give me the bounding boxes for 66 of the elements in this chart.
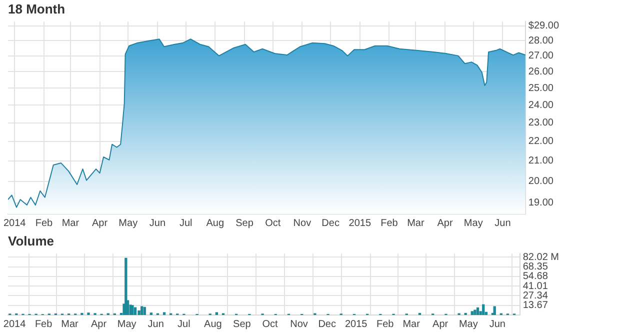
x-tick-label: Feb xyxy=(34,318,53,330)
x-tick-label: 2015 xyxy=(344,318,368,330)
x-tick-label: Jun xyxy=(148,318,164,330)
chart-title: Volume xyxy=(8,233,54,248)
x-tick-label: Mar xyxy=(61,318,80,330)
x-tick-label: Oct xyxy=(265,218,281,229)
x-tick-label: Oct xyxy=(262,318,278,330)
y-tick-label: 20.00 xyxy=(528,176,554,188)
x-tick-label: Apr xyxy=(90,318,108,330)
x-tick-label: Mar xyxy=(402,318,421,330)
y-tick-label: $29.00 xyxy=(528,20,560,32)
y-tick-label: 28.00 xyxy=(528,35,554,46)
bar xyxy=(476,307,480,315)
x-tick-label: Jun xyxy=(149,218,166,229)
y-tick-label: 26.00 xyxy=(528,66,554,78)
x-tick-label: Dec xyxy=(322,218,340,229)
y-tick-label: 27.34 xyxy=(522,290,548,302)
x-tick-label: Feb xyxy=(35,218,53,229)
x-tick-label: Dec xyxy=(318,318,336,330)
bar xyxy=(138,310,140,315)
x-tick-label: Jul xyxy=(178,318,190,330)
x-tick-label: May xyxy=(458,318,478,330)
x-tick-label: 2015 xyxy=(348,218,372,229)
bar xyxy=(140,306,144,315)
bar xyxy=(143,306,146,315)
y-tick-label: 54.68 xyxy=(522,271,548,282)
y-tick-label: 19.00 xyxy=(528,198,554,209)
x-tick-label: Apr xyxy=(92,218,108,229)
bar xyxy=(162,312,166,315)
x-tick-label: Mar xyxy=(62,218,80,229)
x-tick-label: Mar xyxy=(407,218,425,229)
y-tick-label: 25.00 xyxy=(528,82,554,94)
x-tick-label: Nov xyxy=(290,318,308,330)
x-tick-label: Apr xyxy=(432,318,449,330)
x-tick-label: Apr xyxy=(437,218,454,229)
x-tick-label: Aug xyxy=(204,318,222,330)
x-tick-label: Jun xyxy=(489,318,506,330)
chart-title: 18 Month xyxy=(8,1,66,16)
y-tick-label: 41.01 xyxy=(522,280,548,292)
x-tick-label: Sep xyxy=(233,318,252,330)
x-tick-label: 2014 xyxy=(3,218,26,229)
x-tick-label: May xyxy=(117,318,136,330)
x-tick-label: Nov xyxy=(293,218,312,229)
x-tick-label: Jun xyxy=(494,218,511,229)
y-tick-label: 27.00 xyxy=(528,50,554,62)
x-tick-label: 2014 xyxy=(3,318,26,330)
bar xyxy=(482,304,485,315)
y-tick-label: 13.67 xyxy=(522,300,548,312)
bar xyxy=(134,307,137,315)
bar xyxy=(470,311,474,315)
x-tick-label: Feb xyxy=(376,318,394,330)
x-tick-label: Jul xyxy=(179,218,192,229)
x-tick-label: May xyxy=(118,218,138,229)
bar xyxy=(493,306,496,315)
y-tick-label: 22.00 xyxy=(528,136,554,148)
y-tick-label: 68.35 xyxy=(522,262,548,273)
y-tick-label: 23.00 xyxy=(528,118,554,129)
y-tick-label: 21.00 xyxy=(528,156,554,167)
bar xyxy=(215,312,218,315)
y-tick-label: 82.02 M xyxy=(522,252,560,263)
y-tick-label: 24.00 xyxy=(528,100,554,111)
x-tick-label: Feb xyxy=(380,218,398,229)
bar xyxy=(474,310,476,315)
x-tick-label: Aug xyxy=(206,218,224,229)
x-tick-label: Sep xyxy=(236,218,254,229)
x-tick-label: May xyxy=(464,218,483,229)
